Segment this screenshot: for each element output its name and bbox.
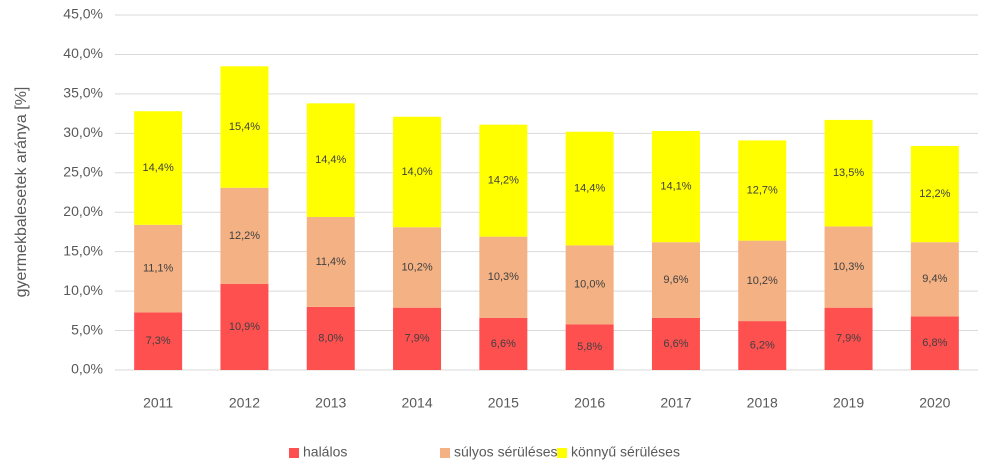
data-label: 6,2% <box>750 339 775 351</box>
x-tick-label: 2014 <box>401 395 432 411</box>
data-label: 10,9% <box>229 321 260 333</box>
data-label: 7,9% <box>836 333 861 345</box>
data-label: 15,4% <box>229 121 260 133</box>
bar-segment <box>393 307 442 370</box>
bar-segment <box>738 321 787 370</box>
data-label: 10,0% <box>574 279 605 291</box>
y-tick-label: 20,0% <box>63 203 103 219</box>
bar-segment <box>910 316 959 370</box>
x-tick-label: 2011 <box>143 395 173 411</box>
legend-label: halálos <box>303 444 347 460</box>
legend-swatch <box>440 448 450 458</box>
data-label: 6,8% <box>922 337 947 349</box>
legend-label: súlyos sérüléses <box>454 444 558 460</box>
y-tick-label: 45,0% <box>63 6 103 22</box>
bar-segment <box>393 116 442 228</box>
data-label: 9,6% <box>663 274 688 286</box>
data-label: 11,4% <box>316 256 347 268</box>
y-tick-label: 10,0% <box>63 282 103 298</box>
bar-segment <box>220 284 269 370</box>
x-tick-label: 2019 <box>833 395 864 411</box>
data-label: 8,0% <box>318 332 343 344</box>
bar-segment <box>220 66 269 188</box>
data-label: 14,2% <box>488 175 519 187</box>
x-tick-label: 2012 <box>229 395 260 411</box>
bar-segment <box>134 224 183 313</box>
legend-label: könnyű sérüléses <box>571 444 680 460</box>
bar-segment <box>651 130 700 243</box>
y-tick-label: 15,0% <box>63 242 103 258</box>
bar-segment <box>306 306 355 370</box>
data-label: 7,9% <box>405 333 430 345</box>
bar-segment <box>824 226 873 308</box>
x-tick-label: 2016 <box>574 395 605 411</box>
bar-segment <box>220 187 269 285</box>
bar-segment <box>910 242 959 317</box>
bar-segment <box>565 131 614 246</box>
data-label: 14,4% <box>574 182 605 194</box>
data-label: 14,0% <box>401 166 432 178</box>
data-label: 10,3% <box>488 271 519 283</box>
bar-segment <box>738 140 787 241</box>
bar-segment <box>479 236 528 318</box>
data-label: 12,2% <box>919 188 950 200</box>
data-label: 14,4% <box>143 162 174 174</box>
y-axis-title: gyermekbalesetek aránya [%] <box>13 87 30 298</box>
data-label: 10,3% <box>833 261 864 273</box>
data-label: 14,4% <box>315 154 346 166</box>
bar-segment <box>910 145 959 243</box>
bar-segment <box>651 242 700 318</box>
x-tick-label: 2018 <box>747 395 778 411</box>
x-tick-label: 2020 <box>919 395 950 411</box>
data-label: 10,2% <box>747 275 778 287</box>
x-tick-label: 2017 <box>660 395 691 411</box>
y-tick-label: 30,0% <box>63 124 103 140</box>
bar-segment <box>651 317 700 370</box>
bar-segment <box>479 317 528 370</box>
legend-swatch <box>289 448 299 458</box>
data-label: 14,1% <box>660 180 691 192</box>
x-tick-label: 2015 <box>488 395 519 411</box>
bar-segment <box>824 307 873 370</box>
data-label: 10,2% <box>401 261 432 273</box>
y-tick-label: 5,0% <box>71 321 103 337</box>
bar-segment <box>565 324 614 370</box>
x-tick-label: 2013 <box>315 395 346 411</box>
data-label: 11,1% <box>143 263 174 275</box>
bar-segment <box>306 103 355 217</box>
data-label: 6,6% <box>663 338 688 350</box>
data-label: 7,3% <box>146 335 171 347</box>
bar-segment <box>738 240 787 322</box>
data-label: 5,8% <box>577 341 602 353</box>
bar-segment <box>134 111 183 225</box>
data-label: 12,7% <box>747 184 778 196</box>
bar-segment <box>134 312 183 370</box>
bar-segment <box>479 124 528 237</box>
legend-swatch <box>557 448 567 458</box>
data-label: 9,4% <box>922 273 947 285</box>
y-tick-label: 40,0% <box>63 45 103 61</box>
bar-segment <box>565 245 614 325</box>
y-tick-label: 25,0% <box>63 163 103 179</box>
bar-segment <box>393 227 442 308</box>
bar-segment <box>306 216 355 307</box>
data-label: 6,6% <box>491 338 516 350</box>
y-tick-label: 0,0% <box>71 361 103 377</box>
data-label: 13,5% <box>833 167 864 179</box>
bar-segment <box>824 119 873 227</box>
data-label: 12,2% <box>229 230 260 242</box>
y-tick-label: 35,0% <box>63 85 103 101</box>
